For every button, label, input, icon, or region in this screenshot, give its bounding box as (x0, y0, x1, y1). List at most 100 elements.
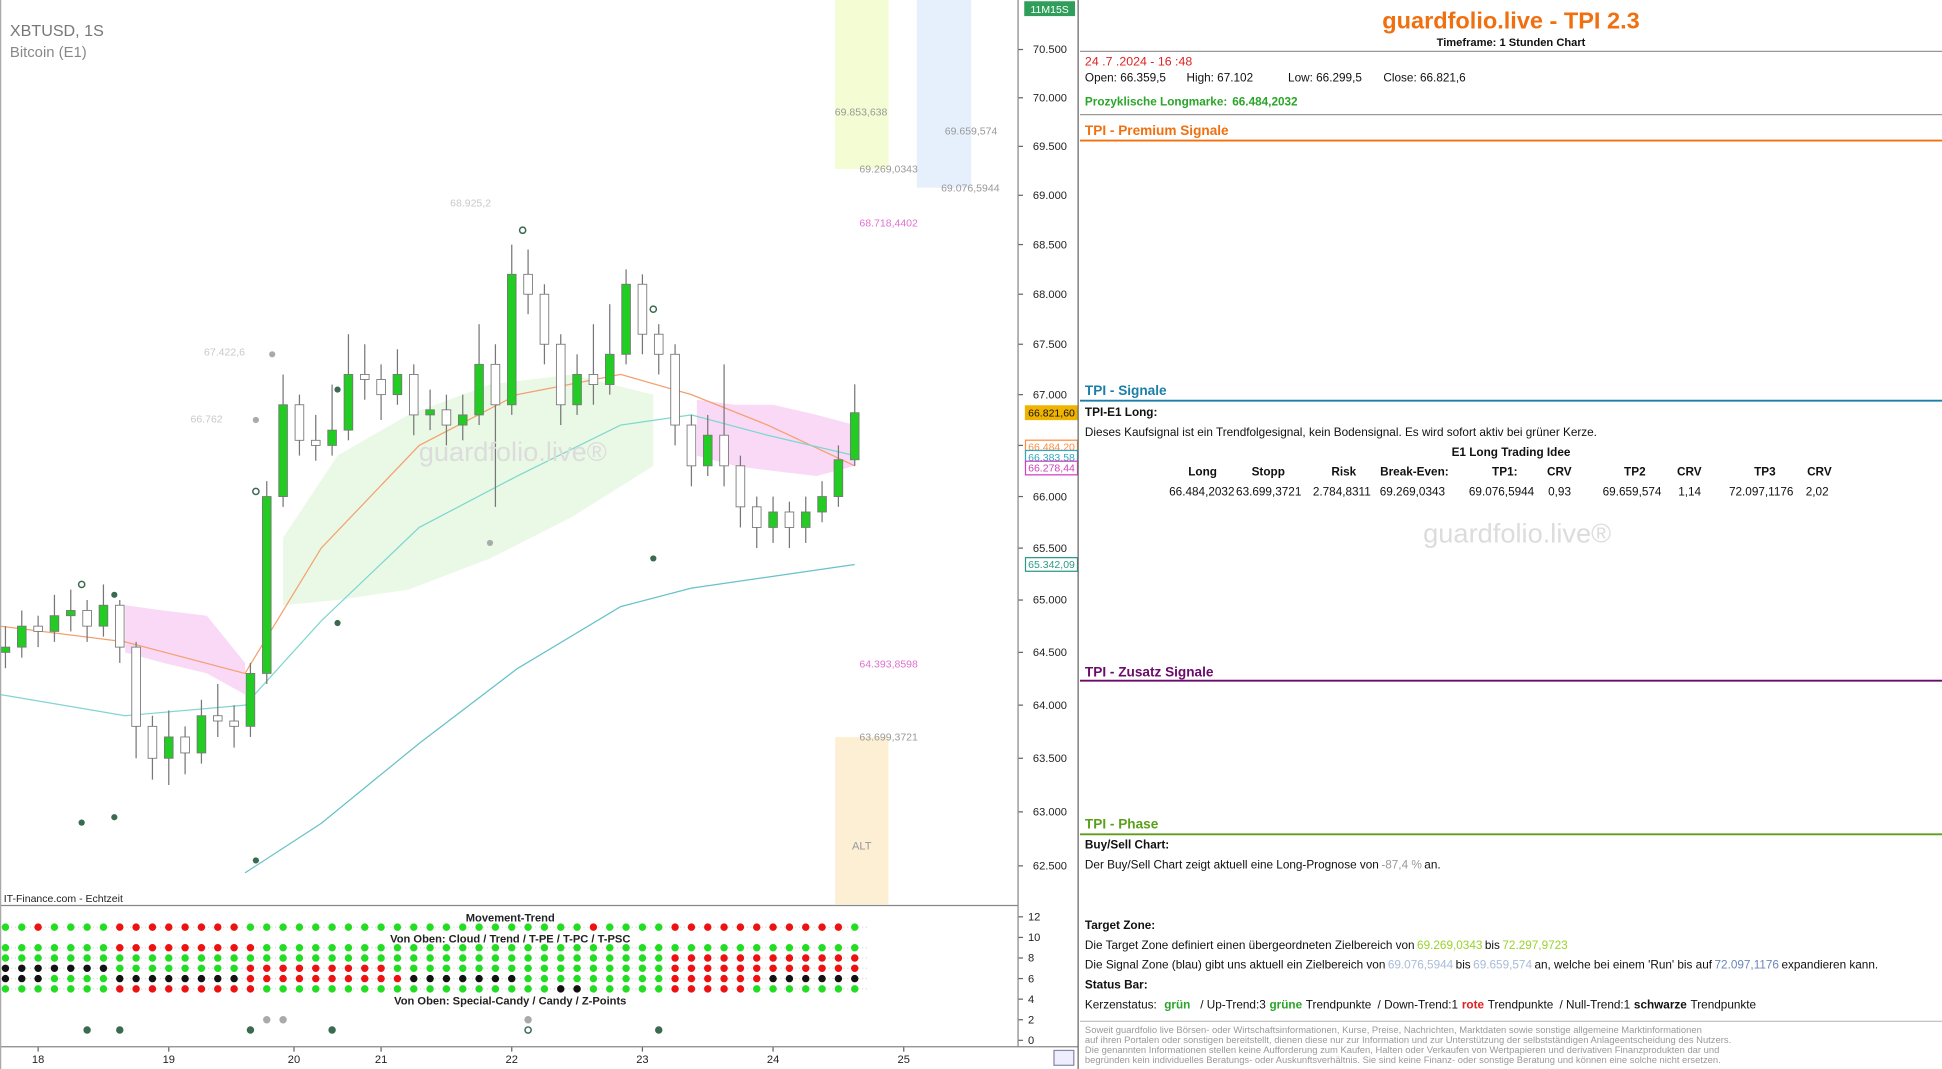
trend-dot (197, 985, 206, 993)
trend-dot (132, 943, 140, 952)
trend-dot (1, 974, 10, 983)
indicator-title: Movement-Trend (466, 913, 555, 925)
trend-dot (99, 964, 108, 973)
x-tick-label: 21 (375, 1054, 387, 1066)
candle-body (245, 672, 256, 727)
trend-dot (720, 974, 728, 983)
candle-body (849, 412, 860, 461)
candle-body (408, 374, 419, 416)
y-tick-label: 63.500 (1033, 753, 1067, 765)
trend-dot (50, 974, 59, 983)
text-segment: Trendpunkte (1691, 998, 1757, 1011)
trend-dot (295, 974, 304, 983)
status-word: rote (1462, 998, 1485, 1011)
trend-dot (753, 923, 761, 931)
trend-dot (475, 964, 483, 973)
trend-dot (393, 943, 402, 952)
trend-dot (589, 923, 598, 931)
trend-dot (1, 985, 10, 993)
trend-dot (18, 943, 26, 952)
candle-body (33, 625, 43, 632)
candle-body (539, 293, 550, 345)
price-annotation: 69.269,0343 (859, 164, 918, 176)
trend-dot (34, 943, 42, 952)
trend-dot (851, 985, 859, 993)
trend-dot (116, 974, 124, 983)
trend-dot (116, 943, 124, 952)
candle-body (278, 404, 288, 497)
trend-dot (834, 974, 843, 983)
trend-dot (344, 964, 353, 973)
price-annotation: 69.076,5944 (941, 182, 1000, 194)
trend-dot (720, 964, 728, 973)
table-cell: 66.484,2032 (1169, 485, 1234, 498)
trend-dot (622, 985, 630, 993)
price-annotation: 69.853,638 (835, 107, 888, 119)
trend-dot (344, 985, 353, 993)
trend-dot (214, 985, 222, 993)
trend-dot (83, 943, 91, 952)
table-cell: 0,93 (1548, 485, 1571, 498)
trend-dot (704, 923, 712, 931)
trend-dot (524, 1016, 532, 1024)
trend-dot (377, 943, 385, 952)
trend-dot (312, 964, 320, 973)
trend-dot (785, 923, 794, 931)
candle-body (441, 409, 452, 426)
trend-dot (557, 923, 565, 931)
disclaimer-line: begründen kein individuelles Beratungs- … (1085, 1054, 1721, 1065)
trend-dot (99, 943, 108, 952)
corner-button[interactable] (1053, 1049, 1075, 1066)
trend-dot (393, 923, 402, 931)
trend-dot (148, 954, 157, 962)
trend-dot (214, 943, 222, 952)
table-cell: 69.076,5944 (1469, 485, 1535, 498)
trend-dot (410, 974, 418, 983)
timer-box (1024, 1, 1076, 17)
trend-dot (246, 985, 255, 993)
highlight: 69.269,0343 (1417, 939, 1483, 952)
trend-dot (704, 943, 712, 952)
candle-body (310, 439, 321, 446)
signal-point (252, 487, 260, 496)
chart-title: XBTUSD, 1S (10, 22, 104, 40)
candle-body (474, 363, 484, 416)
trend-dot (508, 954, 516, 962)
candle-body (572, 374, 582, 406)
trend-dot (230, 954, 238, 962)
candle-body (800, 511, 811, 528)
trend-dot (410, 964, 418, 973)
trend-dot (312, 943, 320, 952)
trend-dot (687, 985, 696, 993)
highlight: 69.076,5944 (1388, 959, 1454, 972)
trend-dot (214, 954, 222, 962)
x-tick-label: 22 (506, 1054, 518, 1066)
price-annotation: 64.393,8598 (859, 658, 918, 670)
trend-dot (475, 985, 483, 993)
trend-dot (246, 923, 255, 931)
trend-dot (50, 954, 59, 962)
table-cell: 72.097,1176 (1729, 485, 1794, 498)
status-line: Kerzenstatus: grün / Up-Trend:3 grüne Trendp… (1085, 998, 1757, 1011)
trend-dot (165, 923, 173, 931)
trend-dot (491, 974, 500, 983)
trend-dot (671, 964, 679, 973)
indicator-label: Von Oben: Cloud / Trend / T-PE / T-PC / … (390, 934, 630, 946)
section-title: TPI - Premium Signale (1085, 123, 1229, 138)
trend-dot (197, 943, 206, 952)
price-annotation: 63.699,3721 (859, 732, 918, 744)
ohlc-open: Open: 66.359,5 (1085, 72, 1166, 85)
trend-dot (328, 985, 336, 993)
trend-dot (818, 964, 826, 973)
trend-dot (230, 964, 238, 973)
trend-dot (132, 954, 140, 962)
chart-subtitle: Bitcoin (E1) (10, 45, 87, 61)
trend-dot (18, 974, 26, 983)
trend-dot (655, 974, 663, 983)
trend-dot (491, 964, 500, 973)
price-annotation: 68.718,4402 (859, 218, 918, 230)
trend-dot (459, 943, 467, 952)
trend-dot (197, 923, 206, 931)
y-tick-label: 67.500 (1033, 339, 1067, 351)
